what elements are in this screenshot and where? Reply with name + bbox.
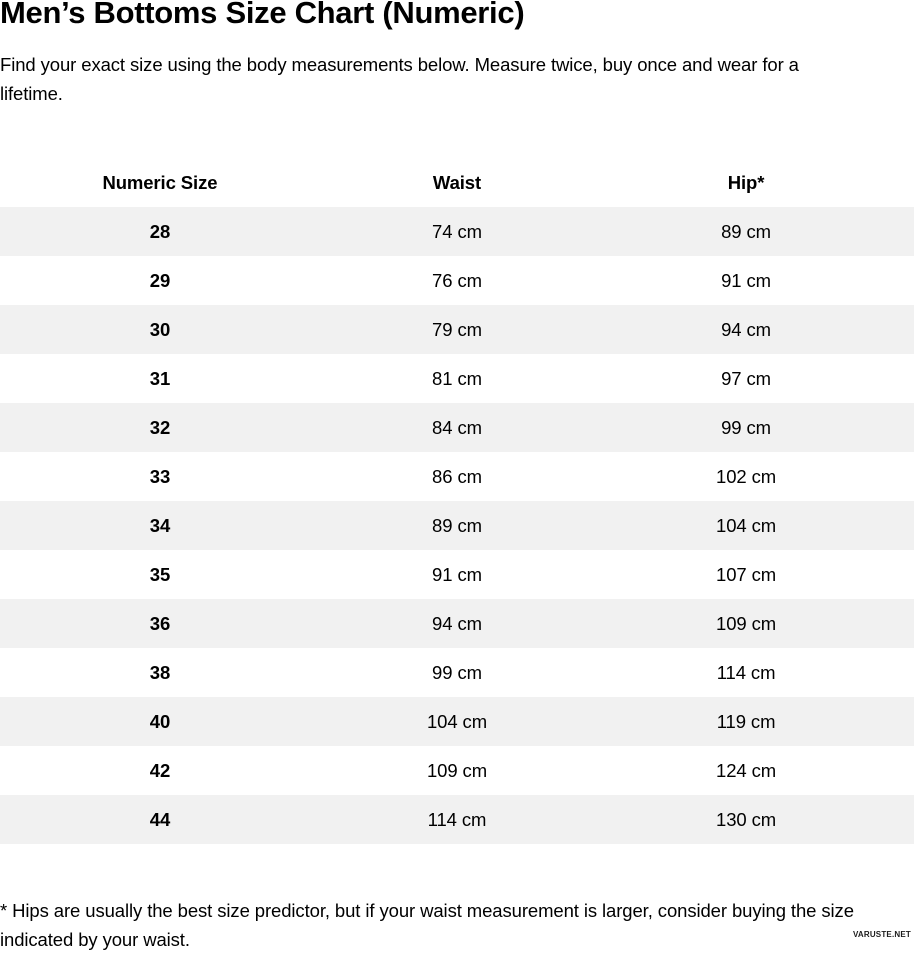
table-row: 28 74 cm 89 cm <box>0 207 914 256</box>
size-cell: 36 <box>149 612 171 634</box>
size-cell: 32 <box>149 416 171 438</box>
size-cell: 29 <box>149 269 171 291</box>
size-cell: 30 <box>149 318 171 340</box>
table-row: 38 99 cm 114 cm <box>0 648 914 697</box>
hip-cell: 99 cm <box>721 416 771 438</box>
page-subtitle: Find your exact size using the body meas… <box>0 54 799 104</box>
hip-cell: 104 cm <box>716 514 777 536</box>
size-cell: 40 <box>149 710 171 732</box>
hip-cell: 89 cm <box>721 220 771 242</box>
waist-cell: 99 cm <box>432 661 482 683</box>
waist-cell: 81 cm <box>432 367 482 389</box>
waist-cell: 84 cm <box>432 416 482 438</box>
column-header-numeric-size: Numeric Size <box>102 171 218 193</box>
hip-cell: 91 cm <box>721 269 771 291</box>
table-row: 42 109 cm 124 cm <box>0 746 914 795</box>
waist-cell: 79 cm <box>432 318 482 340</box>
size-cell: 44 <box>149 808 171 830</box>
size-chart-table: Numeric Size Waist Hip* 28 74 cm 89 cm 2… <box>0 158 914 844</box>
page-title: Men’s Bottoms Size Chart (Numeric) <box>0 0 525 30</box>
waist-cell: 91 cm <box>432 563 482 585</box>
waist-cell: 109 cm <box>426 759 488 781</box>
hip-cell: 130 cm <box>716 808 777 830</box>
size-cell: 28 <box>149 220 171 242</box>
table-row: 30 79 cm 94 cm <box>0 305 914 354</box>
waist-cell: 94 cm <box>432 612 482 634</box>
hip-cell: 102 cm <box>716 465 777 487</box>
table-row: 33 86 cm 102 cm <box>0 452 914 501</box>
hip-cell: 114 cm <box>716 661 776 683</box>
table-row: 44 114 cm 130 cm <box>0 795 914 844</box>
column-header-waist: Waist <box>432 171 482 193</box>
waist-cell: 104 cm <box>426 710 488 732</box>
table-row: 36 94 cm 109 cm <box>0 599 914 648</box>
size-cell: 42 <box>149 759 171 781</box>
hip-cell: 124 cm <box>716 759 777 781</box>
size-cell: 31 <box>149 367 171 389</box>
watermark: VARUSTE.NET <box>852 930 911 939</box>
waist-cell: 114 cm <box>427 808 487 830</box>
waist-cell: 76 cm <box>432 269 482 291</box>
column-header-hip: Hip* <box>727 171 765 193</box>
waist-cell: 74 cm <box>432 220 482 242</box>
footnote: * Hips are usually the best size predict… <box>0 900 854 950</box>
size-cell: 38 <box>149 661 171 683</box>
waist-cell: 86 cm <box>432 465 482 487</box>
table-row: 31 81 cm 97 cm <box>0 354 914 403</box>
table-row: 35 91 cm 107 cm <box>0 550 914 599</box>
size-cell: 33 <box>149 465 171 487</box>
table-row: 32 84 cm 99 cm <box>0 403 914 452</box>
table-row: 34 89 cm 104 cm <box>0 501 914 550</box>
hip-cell: 119 cm <box>716 710 776 732</box>
waist-cell: 89 cm <box>432 514 482 536</box>
hip-cell: 109 cm <box>716 612 777 634</box>
table-row: 40 104 cm 119 cm <box>0 697 914 746</box>
hip-cell: 107 cm <box>716 563 777 585</box>
table-row: 29 76 cm 91 cm <box>0 256 914 305</box>
hip-cell: 94 cm <box>721 318 771 340</box>
size-cell: 35 <box>149 563 171 585</box>
hip-cell: 97 cm <box>721 367 771 389</box>
table-header-row: Numeric Size Waist Hip* <box>0 158 914 207</box>
size-cell: 34 <box>149 514 171 536</box>
